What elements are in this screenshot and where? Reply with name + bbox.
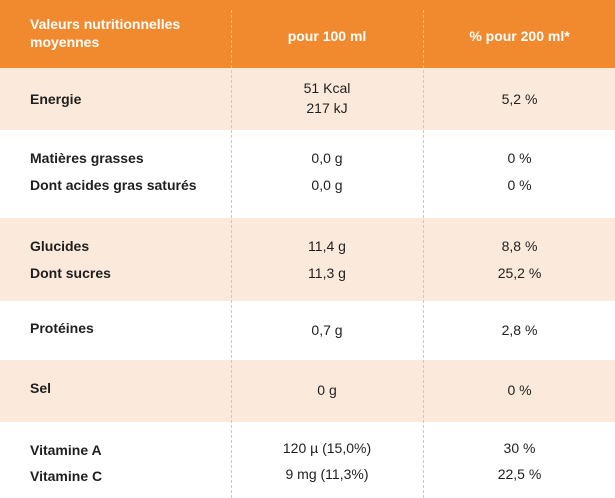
row-label: Matières grasses — [30, 150, 144, 166]
row-per100: 0 g — [317, 382, 337, 398]
row-per100: 11,4 g — [308, 238, 346, 254]
row-label: Glucides — [30, 238, 90, 254]
column-divider — [231, 10, 232, 498]
row-per200: 8,8 % — [501, 238, 538, 254]
row-per200: 0 % — [507, 177, 532, 193]
table-row-salt: Sel 0 g 0 % — [0, 360, 615, 422]
row-per200: 2,8 % — [501, 322, 538, 338]
row-label: Protéines — [30, 320, 94, 336]
table-row-fats: Matières grasses 0,0 g 0 % Dont acides g… — [0, 130, 615, 218]
row-per100: 0,7 g — [311, 322, 343, 338]
row-per200: 0 % — [507, 150, 532, 166]
row-label: Dont acides gras saturés — [30, 177, 197, 193]
table-row-proteins: Protéines 0,7 g 2,8 % — [0, 301, 615, 360]
table-row-carbs: Glucides 11,4 g 8,8 % Dont sucres 11,3 g… — [0, 218, 615, 301]
row-label: Energie — [30, 91, 82, 107]
row-per200: 30 % — [503, 440, 536, 456]
energy-kcal: 51 Kcal — [303, 80, 351, 96]
table-row-vitamins: Vitamine A 120 µ (15,0%) 30 % Vitamine C… — [0, 422, 615, 498]
row-label: Vitamine A — [30, 442, 102, 458]
row-per100: 51 Kcal 217 kJ — [232, 78, 422, 118]
row-per100: 11,3 g — [308, 265, 346, 281]
column-divider — [423, 10, 424, 498]
row-per200: 5,2 % — [501, 91, 538, 107]
table-header: Valeurs nutritionnelles moyennes pour 10… — [0, 0, 615, 68]
row-per200: 0 % — [507, 382, 532, 398]
row-per100: 0,0 g — [311, 177, 343, 193]
row-label: Dont sucres — [30, 265, 111, 281]
row-per200: 25,2 % — [497, 265, 542, 281]
header-per-200ml: % pour 200 ml* — [469, 28, 570, 44]
row-per100: 0,0 g — [311, 150, 343, 166]
header-per-100ml: pour 100 ml — [287, 28, 367, 44]
row-label: Sel — [30, 380, 52, 396]
row-label: Vitamine C — [30, 468, 103, 484]
row-per200: 22,5 % — [497, 466, 542, 482]
row-per100: 9 mg (11,3%) — [285, 466, 369, 482]
row-per100: 120 µ (15,0%) — [282, 440, 372, 456]
header-nutrition-values: Valeurs nutritionnelles moyennes — [30, 16, 181, 50]
table-row-energie: Energie 51 Kcal 217 kJ 5,2 % — [0, 68, 615, 130]
energy-kj: 217 kJ — [306, 100, 348, 116]
